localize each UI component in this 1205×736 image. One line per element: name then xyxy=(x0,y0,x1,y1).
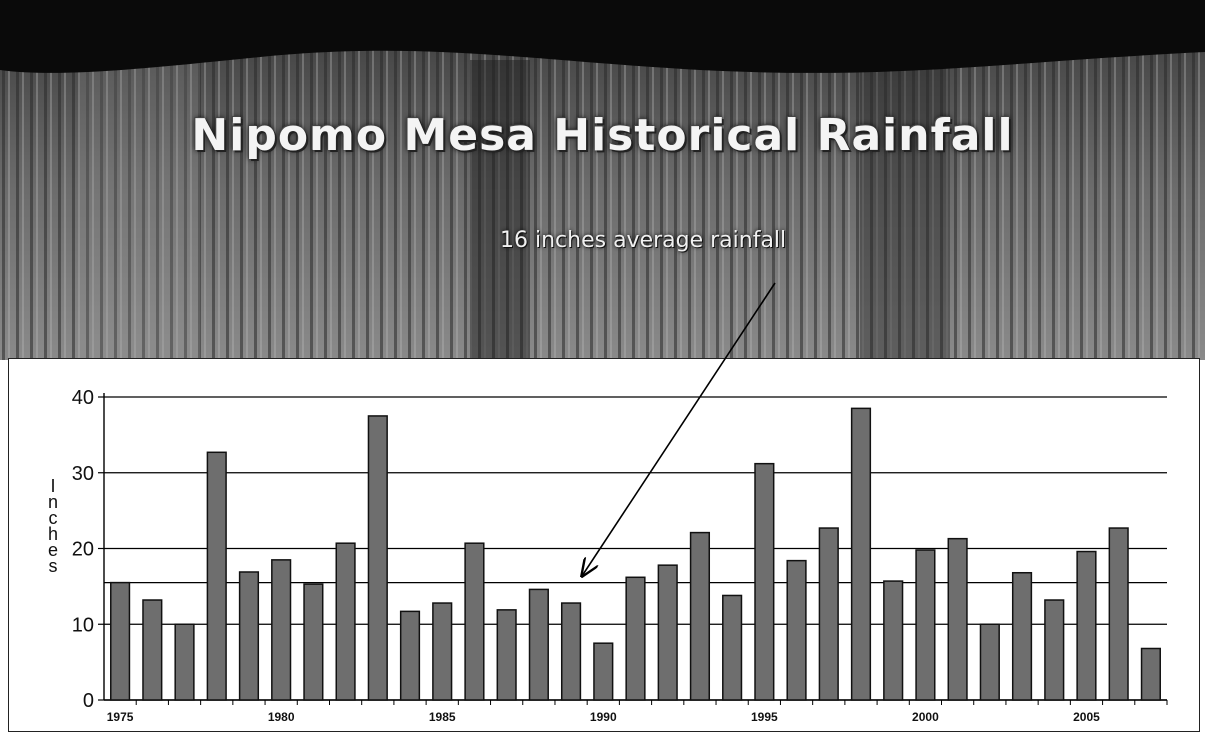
bar-2007 xyxy=(1140,647,1161,701)
x-tick-label: 1995 xyxy=(751,710,778,724)
bar-1976 xyxy=(142,599,163,701)
bar-2001 xyxy=(947,537,968,701)
x-tick-label: 1985 xyxy=(429,710,456,724)
bar-1980 xyxy=(271,559,292,701)
bar-1982 xyxy=(335,542,356,701)
bar-2003 xyxy=(1011,571,1033,701)
y-axis-label-letter: c xyxy=(48,508,58,528)
bar-1978 xyxy=(206,451,227,701)
bar-1983 xyxy=(367,415,388,701)
y-tick-label: 0 xyxy=(83,690,94,712)
bar-1981 xyxy=(303,583,324,701)
bar-1994 xyxy=(722,594,743,701)
bar-1996 xyxy=(786,559,807,701)
bar-1985 xyxy=(432,602,453,701)
y-tick-label: 40 xyxy=(72,387,94,409)
y-axis-label-letter: n xyxy=(47,492,58,512)
bar-1991 xyxy=(625,576,646,701)
bar-1997 xyxy=(818,527,839,701)
bar-2000 xyxy=(915,549,936,701)
bar-1990 xyxy=(593,642,614,701)
bar-1993 xyxy=(689,531,711,701)
bar-1989 xyxy=(560,602,582,701)
y-tick-label: 30 xyxy=(72,463,94,485)
bar-1986 xyxy=(464,542,485,701)
bar-1975 xyxy=(110,581,131,701)
y-tick-label: 10 xyxy=(72,614,94,636)
y-axis-label-letter: s xyxy=(48,556,58,576)
bar-1988 xyxy=(528,588,549,701)
bar-1992 xyxy=(657,564,678,701)
average-rainfall-callout: 16 inches average rainfall xyxy=(500,228,787,253)
x-tick-label: 2005 xyxy=(1073,710,1100,724)
x-tick-label: 2000 xyxy=(912,710,939,724)
y-tick-label: 20 xyxy=(72,539,94,561)
y-axis-label-letter: I xyxy=(50,476,56,496)
slide-title: Nipomo Mesa Historical Rainfall xyxy=(191,110,1014,161)
x-tick-label: 1980 xyxy=(268,710,295,724)
y-axis-label-letter: h xyxy=(47,524,58,544)
bar-2002 xyxy=(979,623,1000,701)
textured-header-band xyxy=(0,0,1205,360)
bar-2006 xyxy=(1108,527,1129,701)
y-axis-label-letter: e xyxy=(47,540,58,560)
bar-1977 xyxy=(174,623,195,701)
bar-1979 xyxy=(238,571,260,701)
bar-1987 xyxy=(496,609,517,701)
bar-1999 xyxy=(883,580,904,701)
rainfall-bar-chart: 0 10 20 30 40 1975 1980 1985 1990 1995 2000 2005 xyxy=(72,387,1168,724)
bar-2005 xyxy=(1076,550,1097,701)
x-tick-label: 1990 xyxy=(590,710,617,724)
bar-1984 xyxy=(399,610,421,701)
bar-2004 xyxy=(1044,599,1065,701)
bar-1995 xyxy=(754,462,775,701)
x-tick-label: 1975 xyxy=(107,710,134,724)
bar-1998 xyxy=(850,407,872,701)
